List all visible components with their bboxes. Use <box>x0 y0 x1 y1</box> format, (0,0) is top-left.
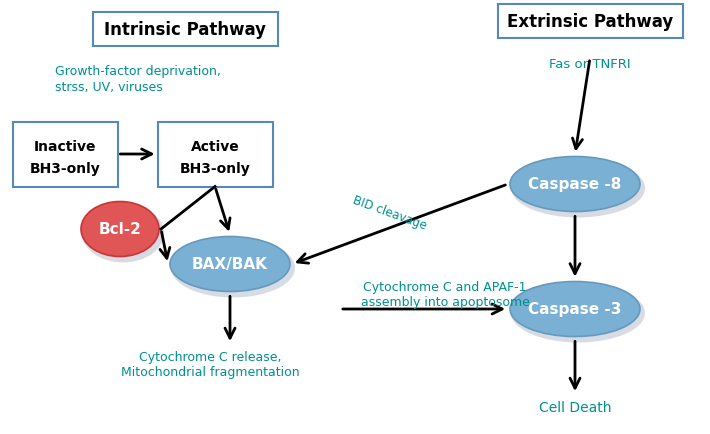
Text: Growth-factor deprivation,: Growth-factor deprivation, <box>55 66 221 78</box>
Ellipse shape <box>171 239 295 298</box>
Ellipse shape <box>510 282 640 337</box>
Text: Cell Death: Cell Death <box>539 400 611 414</box>
Text: Caspase -3: Caspase -3 <box>528 302 622 317</box>
Ellipse shape <box>81 202 159 257</box>
Text: Fas or TNFRI: Fas or TNFRI <box>550 58 630 71</box>
Ellipse shape <box>511 284 645 343</box>
FancyBboxPatch shape <box>158 122 273 187</box>
Ellipse shape <box>511 159 645 218</box>
Text: BH3-only: BH3-only <box>180 162 251 176</box>
Text: Extrinsic Pathway: Extrinsic Pathway <box>507 13 673 31</box>
Text: strss, UV, viruses: strss, UV, viruses <box>55 80 163 93</box>
Text: Active: Active <box>190 140 239 154</box>
Text: BH3-only: BH3-only <box>30 162 100 176</box>
Text: Inactive: Inactive <box>34 140 97 154</box>
FancyBboxPatch shape <box>13 122 117 187</box>
Ellipse shape <box>510 157 640 212</box>
Text: Cytochrome C release,: Cytochrome C release, <box>138 351 281 364</box>
Text: Bcl-2: Bcl-2 <box>99 222 141 237</box>
Text: assembly into apoptosome: assembly into apoptosome <box>361 296 530 309</box>
FancyBboxPatch shape <box>498 5 682 39</box>
Ellipse shape <box>82 204 164 263</box>
FancyBboxPatch shape <box>92 13 278 47</box>
Ellipse shape <box>170 237 290 292</box>
Text: Cytochrome C and APAF-1: Cytochrome C and APAF-1 <box>364 281 527 294</box>
Text: BID cleavage: BID cleavage <box>351 193 429 232</box>
Text: Intrinsic Pathway: Intrinsic Pathway <box>104 21 266 39</box>
Text: Caspase -8: Caspase -8 <box>528 177 622 192</box>
Text: Mitochondrial fragmentation: Mitochondrial fragmentation <box>121 366 300 378</box>
Text: BAX/BAK: BAX/BAK <box>192 257 268 272</box>
